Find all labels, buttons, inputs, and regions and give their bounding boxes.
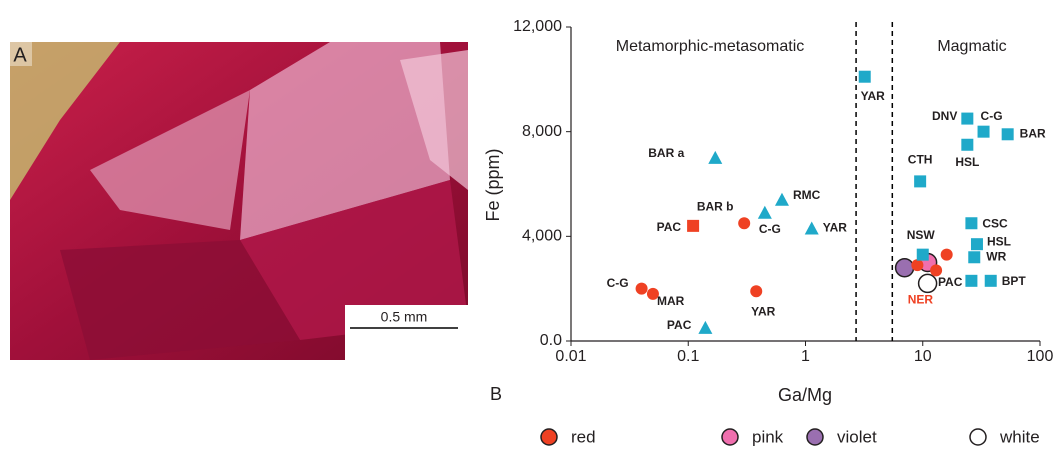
circle-marker	[806, 428, 824, 446]
point-label: NER	[908, 292, 934, 306]
y-tick-label: 0.0	[540, 332, 562, 349]
point-label: RMC	[793, 188, 821, 202]
square-marker	[965, 274, 978, 287]
photo: 0.5 mm A	[10, 42, 468, 360]
point-label: HSL	[987, 234, 1011, 248]
x-tick-label: 100	[1027, 348, 1054, 365]
point-label: PAC	[657, 220, 682, 234]
point-label: YAR	[861, 89, 886, 103]
square-marker	[1001, 128, 1014, 141]
circle-marker	[917, 273, 938, 294]
point-label: BAR b	[697, 199, 734, 213]
circle-marker	[635, 282, 648, 295]
triangle-marker	[708, 150, 723, 164]
square-marker	[965, 217, 978, 230]
region-label: Magmatic	[937, 38, 1006, 55]
legend-label: pink	[752, 427, 784, 446]
point-label: BAR	[1020, 126, 1046, 140]
point-label: NSW	[907, 228, 936, 242]
y-tick-label: 4,000	[522, 228, 562, 245]
legend-label: red	[571, 427, 596, 446]
square-marker	[858, 70, 871, 83]
circle-marker	[540, 428, 558, 446]
point-label: DNV	[932, 109, 957, 123]
square-marker	[984, 274, 997, 287]
y-tick-label: 8,000	[522, 123, 562, 140]
point-label: WR	[986, 249, 1006, 263]
point-label: HSL	[955, 155, 979, 169]
x-axis-title: Ga/Mg	[778, 385, 832, 405]
circle-marker	[930, 264, 943, 277]
point-label: YAR	[823, 221, 848, 235]
triangle-marker	[757, 205, 772, 219]
point-label: PAC	[938, 275, 963, 289]
circle-marker	[738, 217, 751, 230]
point-label: CTH	[908, 153, 933, 167]
point-label: CSC	[982, 216, 1008, 230]
point-label: C-G	[759, 222, 781, 236]
circle-marker	[646, 287, 659, 300]
legend-label: violet	[837, 427, 877, 446]
square-marker	[970, 238, 983, 251]
triangle-marker	[698, 320, 713, 334]
scale-bar-label: 0.5 mm	[381, 309, 428, 325]
square-marker	[968, 251, 981, 264]
circle-marker	[894, 257, 915, 278]
circle-marker	[750, 285, 763, 298]
circle-marker	[940, 248, 953, 261]
triangle-marker	[804, 221, 819, 235]
point-label: PAC	[667, 318, 692, 332]
square-marker	[916, 248, 929, 261]
y-tick-label: 12,000	[513, 18, 562, 35]
square-marker	[977, 125, 990, 138]
triangle-marker	[774, 192, 789, 206]
region-label: Metamorphic-metasomatic	[616, 38, 805, 55]
point-label: C-G	[981, 109, 1003, 123]
square-marker	[961, 112, 974, 125]
square-marker	[687, 219, 700, 232]
point-label: BAR a	[648, 146, 684, 160]
circle-marker	[969, 428, 987, 446]
y-axis-title: Fe (ppm)	[483, 148, 503, 221]
circle-marker	[721, 428, 739, 446]
x-tick-label: 0.01	[555, 348, 586, 365]
point-label: MAR	[657, 294, 685, 308]
x-tick-label: 0.1	[677, 348, 699, 365]
square-marker	[914, 175, 927, 188]
panel-label: B	[490, 384, 502, 404]
x-tick-label: 10	[914, 348, 932, 365]
x-tick-label: 1	[801, 348, 810, 365]
panel-label: A	[13, 44, 27, 66]
point-label: C-G	[607, 276, 629, 290]
circle-marker	[911, 259, 924, 272]
point-label: YAR	[751, 304, 776, 318]
legend-label: white	[999, 427, 1040, 446]
square-marker	[961, 138, 974, 151]
point-label: BPT	[1002, 274, 1027, 288]
